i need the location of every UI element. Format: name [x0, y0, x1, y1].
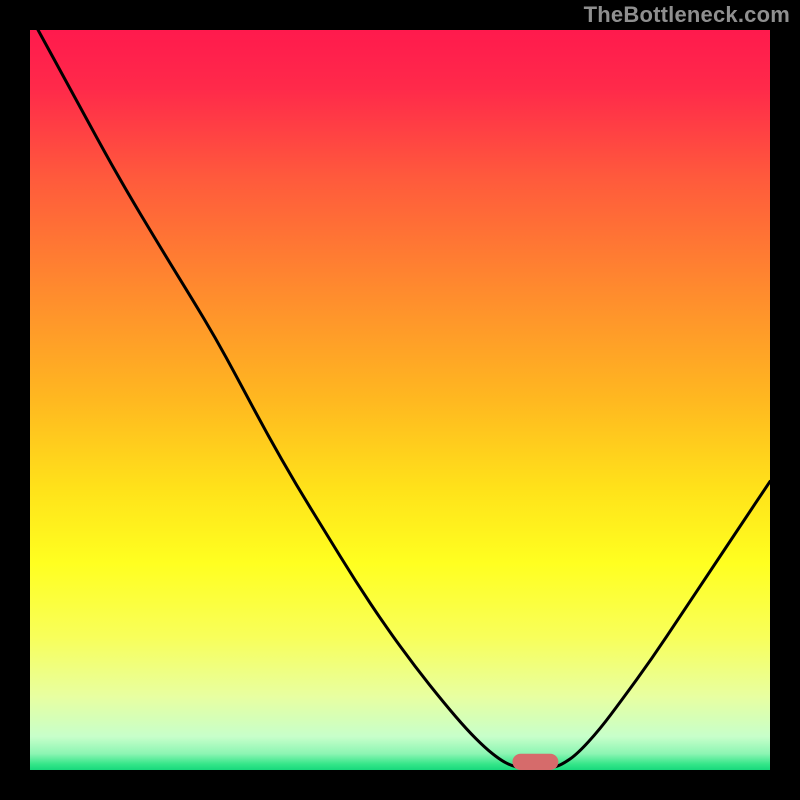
chart-frame: TheBottleneck.com — [0, 0, 800, 800]
plot-area — [30, 30, 770, 770]
chart-svg — [30, 30, 770, 770]
watermark-text: TheBottleneck.com — [584, 2, 790, 28]
gradient-background — [30, 30, 770, 770]
optimal-marker — [512, 754, 558, 770]
